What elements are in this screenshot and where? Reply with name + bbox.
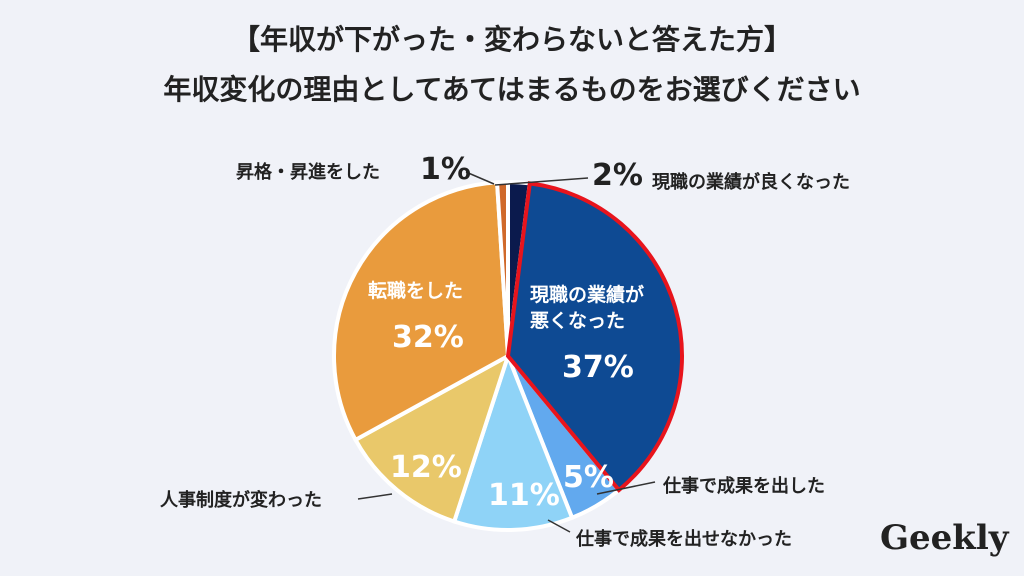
slice-label: 転職をした [368,280,464,302]
value-label: 12% [390,450,462,485]
leader-line [357,493,393,500]
category-label: 仕事で成果を出した [663,476,825,497]
pie-slice [451,350,575,532]
value-label: 11% [488,478,560,513]
pie-slice [505,181,684,493]
leader-line [596,481,656,495]
category-label: 人事制度が変わった [160,490,322,511]
value-label: 5% [563,460,614,495]
chart-title: 【年収が下がった・変わらないと答えた方】 [231,23,792,56]
value-label: 2% [592,158,643,193]
leader-line [465,171,495,185]
category-label: 仕事で成果を出せなかった [576,529,792,550]
chart-title: 年収変化の理由としてあてはまるものをお選びください [163,73,861,106]
value-label: 1% [420,152,471,187]
category-label: 現職の業績が良くなった [652,172,850,193]
value-label: 32% [392,320,464,355]
slice-label: 現職の業績が悪くなった [530,284,645,332]
logo: Geekly [880,518,1009,558]
category-label: 昇格・昇進をした [236,162,380,183]
pie-slice [332,180,511,443]
leader-line [547,519,571,533]
leader-line [494,177,589,186]
pie-slice [352,351,512,525]
pie-slice [494,179,510,357]
value-label: 37% [562,350,634,385]
